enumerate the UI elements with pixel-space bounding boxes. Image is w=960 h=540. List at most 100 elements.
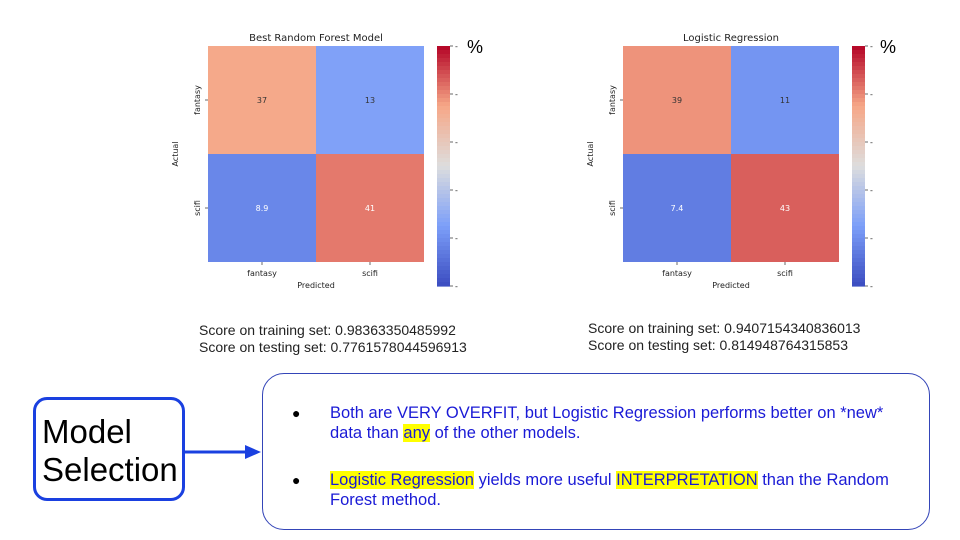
colorbar-segment: [852, 282, 865, 287]
colorbar-segment: [437, 62, 450, 67]
colorbar-segment: [437, 166, 450, 171]
colorbar-segment: [852, 94, 865, 99]
colorbar-segment: [437, 118, 450, 123]
colorbar-segment: [852, 246, 865, 251]
colorbar-segment: [852, 98, 865, 103]
colorbar-segment: [437, 146, 450, 151]
colorbar-segment: [437, 74, 450, 79]
chart-title: Best Random Forest Model: [249, 33, 383, 44]
x-tick-label: fantasy: [247, 269, 277, 278]
colorbar-segment: [437, 66, 450, 71]
colorbar-segment: [852, 70, 865, 75]
rf-testing-score: Score on testing set: 0.7761578044596913: [199, 339, 467, 355]
colorbar-segment: [437, 274, 450, 279]
colorbar-segment: [852, 90, 865, 95]
colorbar-segment: [437, 282, 450, 287]
lr-training-score: Score on training set: 0.940715434083601…: [588, 320, 861, 336]
colorbar-segment: [852, 150, 865, 155]
random-forest-heatmap: Best Random Forest Model 37 13 8.9 41 fantasy…: [171, 33, 460, 291]
rf-training-score: Score on training set: 0.98363350485992: [199, 322, 456, 338]
colorbar-segment: [852, 166, 865, 171]
colorbar-tick-label: - 50: [455, 42, 460, 51]
colorbar-segment: [852, 130, 865, 135]
colorbar-segment: [437, 150, 450, 155]
colorbar-segment: [437, 86, 450, 91]
colorbar-segment: [852, 126, 865, 131]
colorbar-segment: [437, 82, 450, 87]
colorbar-segment: [852, 266, 865, 271]
highlighted-text: INTERPRETATION: [616, 471, 758, 489]
colorbar-segment: [437, 114, 450, 119]
colorbar-segment: [437, 218, 450, 223]
colorbar-segment: [852, 62, 865, 67]
colorbar-segment: [852, 218, 865, 223]
y-tick-label: fantasy: [608, 85, 617, 115]
note-text: Both are VERY OVERFIT, but Logistic Regr…: [330, 404, 884, 442]
bullet-dot-icon: ●: [292, 405, 301, 421]
colorbar-segment: [437, 254, 450, 259]
x-tick-label: scifi: [362, 269, 378, 278]
colorbar-segment: [437, 194, 450, 199]
colorbar-segment: [437, 98, 450, 103]
colorbar-tick-label: - 50: [870, 42, 875, 51]
colorbar-segment: [852, 182, 865, 187]
cell-value-label: 43: [780, 204, 790, 213]
note-text: yields more useful: [474, 471, 617, 489]
colorbar-segment: [437, 226, 450, 231]
colorbar-segment: [437, 202, 450, 207]
heatmap-cell: [208, 46, 316, 154]
model-selection-line2: Selection: [42, 451, 178, 488]
model-selection-line1: Model: [42, 413, 132, 450]
highlighted-text: any: [403, 424, 431, 442]
colorbar-segment: [437, 122, 450, 127]
colorbar-segment: [437, 46, 450, 51]
y-tick-label: scifi: [193, 200, 202, 216]
x-axis-label: Predicted: [712, 281, 750, 290]
heatmap-cell: [623, 46, 731, 154]
colorbar-segment: [852, 82, 865, 87]
colorbar-segment: [437, 54, 450, 59]
chart-title: Logistic Regression: [683, 33, 779, 44]
cell-value-label: 7.4: [671, 204, 684, 213]
heatmap-cell: [731, 46, 839, 154]
colorbar-segment: [852, 114, 865, 119]
colorbar-segment: [852, 222, 865, 227]
colorbar-segment: [852, 50, 865, 55]
colorbar-segment: [852, 214, 865, 219]
colorbar-segment: [437, 178, 450, 183]
y-axis-label: Actual: [171, 141, 180, 166]
note-bullet-1: ● Both are VERY OVERFIT, but Logistic Re…: [292, 403, 910, 443]
arrow-icon: [185, 445, 261, 459]
colorbar-segment: [437, 258, 450, 263]
colorbar-tick-label: - 30: [870, 138, 875, 147]
x-tick-label: scifi: [777, 269, 793, 278]
colorbar-segment: [852, 174, 865, 179]
colorbar-segment: [437, 238, 450, 243]
colorbar-unit-label: %: [880, 37, 897, 57]
colorbar-segment: [852, 274, 865, 279]
x-tick-label: fantasy: [662, 269, 692, 278]
cell-value-label: 13: [365, 96, 375, 105]
colorbar-segment: [437, 190, 450, 195]
colorbar-segment: [437, 70, 450, 75]
colorbar-segment: [437, 50, 450, 55]
colorbar-segment: [852, 230, 865, 235]
colorbar-segment: [437, 142, 450, 147]
colorbar-segment: [852, 110, 865, 115]
colorbar-segment: [437, 262, 450, 267]
y-tick-label: fantasy: [193, 85, 202, 115]
logistic-regression-heatmap: Logistic Regression 39 11 7.4 43 fantasy scifi…: [586, 33, 875, 291]
colorbar-segment: [852, 254, 865, 259]
colorbar-tick-label: - 10: [870, 234, 875, 243]
colorbar-segment: [437, 138, 450, 143]
colorbar-tick-label: - 40: [455, 90, 460, 99]
colorbar-segment: [437, 170, 450, 175]
colorbar-segment: [852, 270, 865, 275]
colorbar-segment: [437, 134, 450, 139]
colorbar-segment: [852, 46, 865, 51]
colorbar-segment: [852, 206, 865, 211]
colorbar-segment: [852, 242, 865, 247]
colorbar-segment: [852, 238, 865, 243]
colorbar-segment: [437, 182, 450, 187]
colorbar-segment: [852, 202, 865, 207]
